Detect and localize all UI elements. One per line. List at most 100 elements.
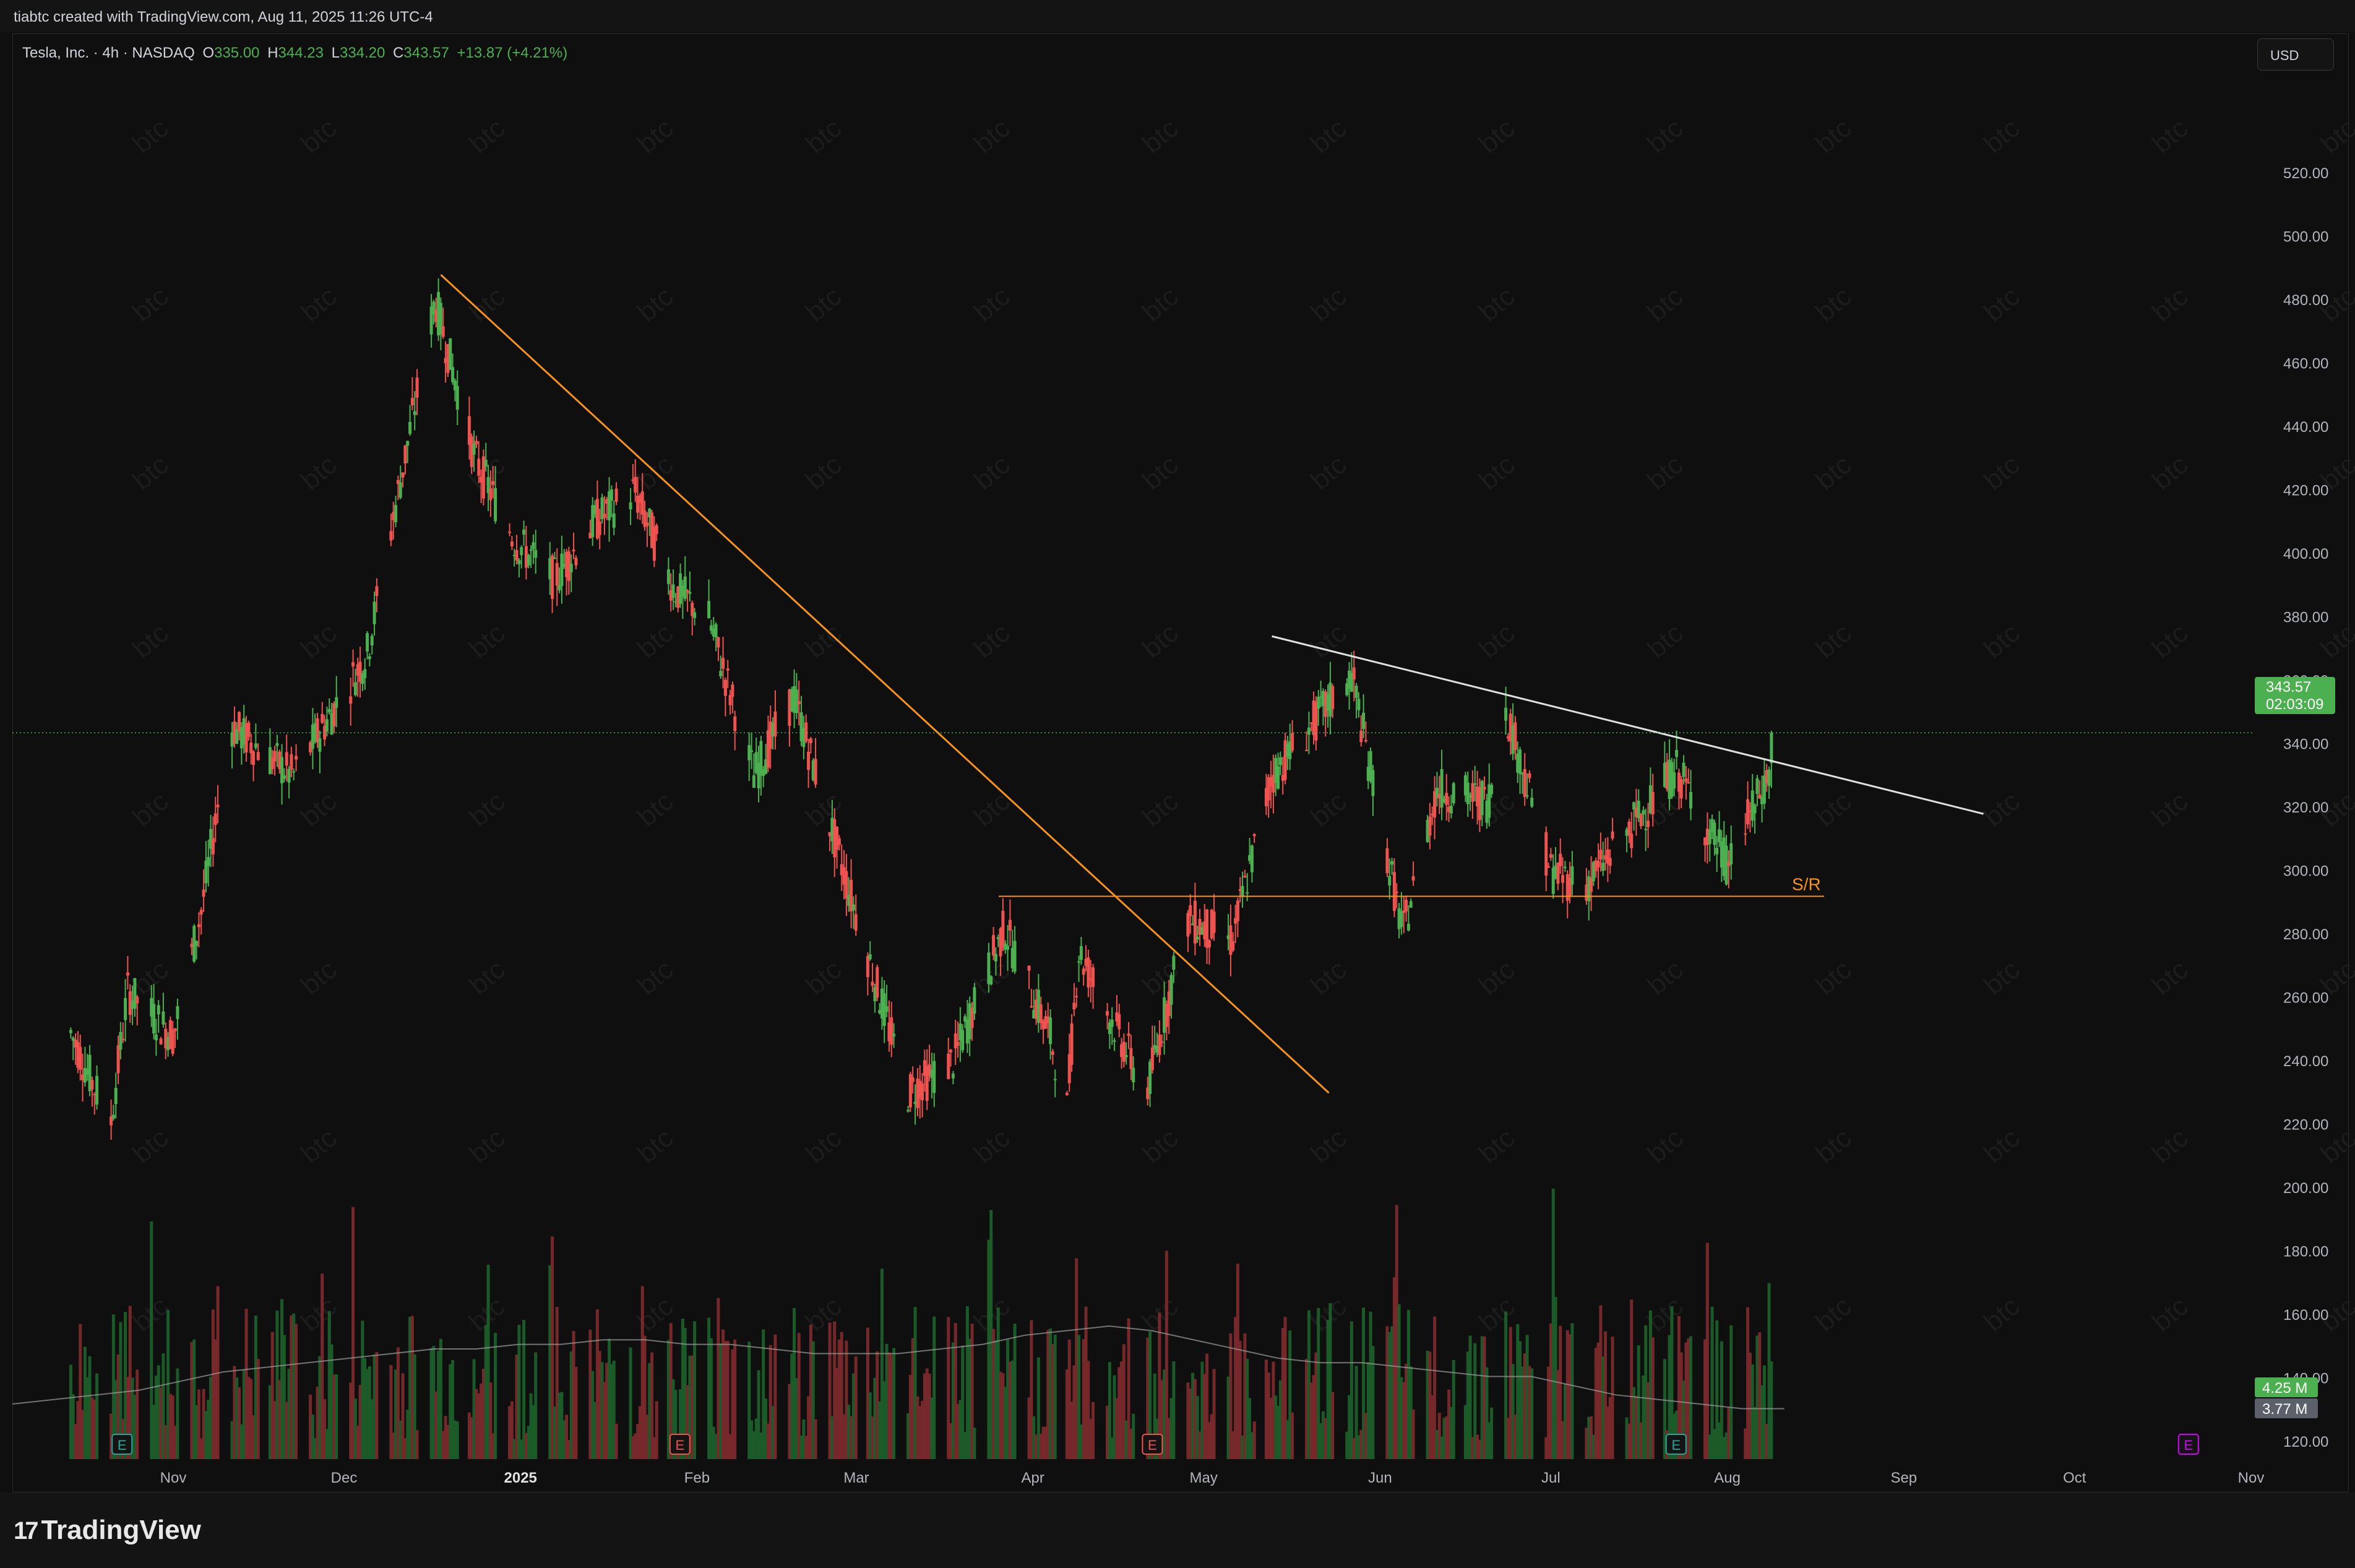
candle-body xyxy=(1041,1020,1045,1030)
candle-body xyxy=(1193,900,1197,944)
chart-pane[interactable] xyxy=(12,33,2349,1493)
symbol-legend[interactable]: Tesla, Inc. · 4h · NASDAQ O335.00 H344.2… xyxy=(22,45,571,62)
price-axis[interactable]: 520.00 500.00 480.00 460.00 440.00 420.00 400.… xyxy=(2283,165,2328,1450)
volume-bar xyxy=(842,1414,846,1459)
candle-body xyxy=(444,358,447,364)
volume-bar xyxy=(154,1376,158,1459)
candle-body xyxy=(681,585,684,597)
candle-body xyxy=(679,573,682,605)
candle-body xyxy=(1710,819,1714,832)
volume-bar xyxy=(323,1399,327,1459)
candle-body xyxy=(1703,837,1707,846)
candle-body xyxy=(1286,743,1289,757)
candle-body xyxy=(608,491,611,520)
candle-body xyxy=(562,564,566,567)
candle-body xyxy=(249,743,253,753)
candle-body xyxy=(154,1034,158,1041)
candle-body xyxy=(1362,712,1366,730)
volume-bar xyxy=(1352,1437,1356,1459)
candle-body xyxy=(1272,775,1275,793)
currency-button[interactable]: USD xyxy=(2257,38,2334,71)
volume-bar xyxy=(892,1348,896,1459)
candle-body xyxy=(1675,749,1679,757)
candle-body xyxy=(1388,876,1392,885)
volume-bar xyxy=(757,1370,760,1459)
candle-body xyxy=(204,860,208,884)
volume-bar xyxy=(1203,1374,1207,1459)
candle-body xyxy=(451,367,455,382)
candle-body xyxy=(1528,773,1531,778)
volume-bar xyxy=(721,1329,725,1459)
volume-bar xyxy=(1350,1321,1353,1459)
volume-bar xyxy=(595,1309,599,1459)
volume-bar xyxy=(1008,1361,1012,1459)
candle-body xyxy=(1409,901,1413,908)
candle-body xyxy=(408,421,412,434)
candle-body xyxy=(1357,699,1361,710)
volume-bar xyxy=(1390,1326,1394,1459)
candle-body xyxy=(1317,697,1320,709)
watermark-text: btc xyxy=(127,1122,174,1169)
watermark-text: btc xyxy=(2315,113,2355,159)
annotations[interactable]: S/R xyxy=(12,274,2252,1094)
candle-body xyxy=(1129,1048,1133,1069)
candle-body xyxy=(1046,1016,1050,1023)
watermark-text: btc xyxy=(632,618,679,664)
candle-body xyxy=(1079,946,1083,960)
candle-body xyxy=(707,601,711,619)
volume-bar xyxy=(401,1373,405,1459)
candle-body xyxy=(714,624,718,637)
volume-bar xyxy=(1354,1366,1358,1459)
candle-body xyxy=(591,505,595,537)
volume-bar xyxy=(1765,1424,1768,1459)
volume-bar xyxy=(1226,1376,1230,1459)
candle-body xyxy=(1663,763,1666,787)
volume-bar xyxy=(688,1356,692,1459)
volume-bar xyxy=(1744,1428,1747,1459)
candle-body xyxy=(766,730,770,768)
time-axis[interactable]: Nov Dec 2025 Feb Mar Apr May Jun Jul Aug Sep Oct Nov xyxy=(160,1470,2265,1486)
candle-body xyxy=(1634,807,1638,817)
candle-body xyxy=(1150,1047,1154,1070)
volume-bar xyxy=(553,1406,556,1459)
candle-body xyxy=(491,481,495,485)
candle-body xyxy=(1072,1002,1076,1010)
volume-bar xyxy=(951,1342,955,1459)
candle-body xyxy=(811,760,815,780)
last-price-badge xyxy=(2255,677,2335,714)
volume-bar xyxy=(1599,1305,1603,1459)
watermark-text: btc xyxy=(1978,618,2025,664)
volume-bar xyxy=(1559,1325,1562,1459)
candle-body xyxy=(366,633,369,652)
candle-body xyxy=(164,1028,168,1049)
volume-bar xyxy=(81,1410,85,1459)
volume-bar xyxy=(199,1438,203,1459)
volume-bar xyxy=(1010,1360,1014,1459)
candle-body xyxy=(565,551,569,577)
candle-body xyxy=(1036,989,1040,1023)
volume-bar xyxy=(451,1359,455,1459)
volume-bar xyxy=(287,1368,291,1459)
candle-body xyxy=(773,711,777,737)
candle-body xyxy=(161,1011,165,1025)
volume-bar xyxy=(351,1207,355,1459)
candle-body xyxy=(1328,683,1332,717)
candle-body xyxy=(389,531,393,541)
volume-bar xyxy=(1718,1422,1721,1459)
volume-bar xyxy=(321,1273,324,1459)
volume-bar xyxy=(674,1390,678,1459)
candle-body xyxy=(1644,829,1648,830)
tradingview-logo[interactable]: 17 TradingView xyxy=(14,1515,201,1546)
volume-bar xyxy=(878,1401,882,1459)
candle-body xyxy=(757,762,760,789)
candle-body xyxy=(410,397,414,405)
candle-body xyxy=(1008,920,1012,931)
candle-body xyxy=(906,1109,910,1112)
candle-body xyxy=(446,344,450,373)
candle-body xyxy=(629,502,632,510)
volume-bar xyxy=(1051,1344,1054,1459)
candle-body xyxy=(202,889,205,897)
volume-bar xyxy=(489,1382,493,1459)
